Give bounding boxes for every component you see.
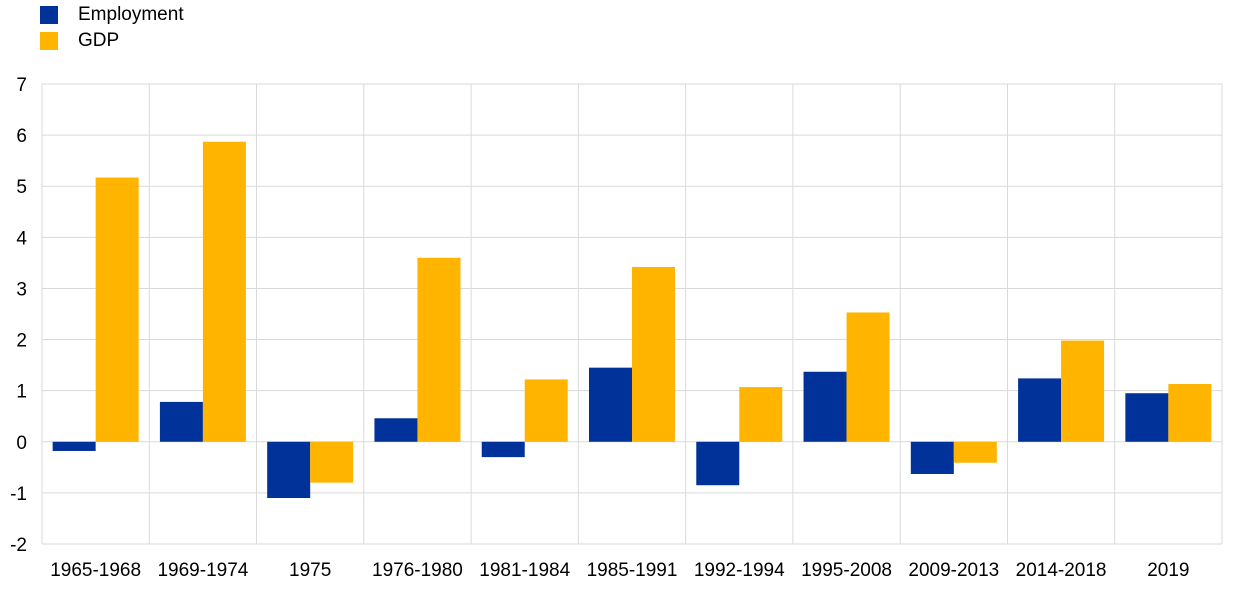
bar-gdp-2019	[1168, 384, 1212, 442]
legend-swatch-employment	[40, 6, 58, 24]
bar-employment-1992-1994	[696, 441, 740, 486]
bar-employment-1975	[267, 441, 311, 498]
bar-employment-1969-1974	[159, 401, 203, 442]
y-tick-label: 7	[16, 75, 27, 96]
legend-swatch-gdp	[40, 32, 58, 50]
x-tick-label: 1981-1984	[479, 560, 570, 581]
bar-employment-1985-1991	[589, 367, 632, 442]
bar-employment-1976-1980	[374, 418, 418, 442]
y-tick-label: 1	[16, 382, 27, 403]
x-tick-label: 1975	[289, 560, 331, 581]
x-tick-label: 1995-2008	[801, 560, 892, 581]
y-tick-label: 5	[16, 177, 27, 198]
bar-gdp-2009-2013	[953, 441, 997, 463]
y-tick-label: -1	[10, 484, 27, 505]
x-tick-label: 2019	[1147, 560, 1189, 581]
bar-gdp-1965-1968	[95, 177, 139, 442]
x-axis: 1965-1968 1969-1974 1975 1976-1980 1981-1984…	[50, 560, 1189, 581]
x-tick-label: 2014-2018	[1016, 560, 1107, 581]
bar-employment-2009-2013	[910, 441, 954, 474]
chart-legend: Employment GDP	[40, 2, 184, 54]
bar-employment-1981-1984	[481, 441, 525, 458]
x-tick-label: 1992-1994	[694, 560, 785, 581]
y-axis: -2 -1 0 1 2 3 4 5 6 7	[10, 75, 27, 556]
bar-gdp-1969-1974	[202, 141, 246, 442]
bar-gdp-1975	[310, 441, 354, 483]
bar-gdp-1976-1980	[417, 257, 461, 442]
bar-gdp-1992-1994	[739, 387, 783, 442]
y-tick-label: 2	[16, 331, 27, 352]
bar-gdp-1981-1984	[524, 379, 568, 442]
y-tick-label: 4	[16, 228, 27, 249]
legend-item-employment: Employment	[40, 2, 184, 28]
bar-employment-2019	[1125, 393, 1169, 442]
bar-gdp-2014-2018	[1061, 340, 1105, 442]
legend-item-gdp: GDP	[40, 28, 184, 54]
bar-employment-2014-2018	[1018, 378, 1062, 442]
y-tick-label: -2	[10, 535, 27, 556]
bar-gdp-1985-1991	[632, 266, 675, 442]
x-tick-label: 1969-1974	[157, 560, 248, 581]
bar-employment-1965-1968	[52, 441, 96, 451]
bars	[52, 141, 1212, 498]
legend-label-employment: Employment	[78, 4, 184, 25]
legend-label-gdp: GDP	[78, 30, 120, 51]
bar-gdp-1995-2008	[846, 312, 890, 442]
x-tick-label: 1985-1991	[587, 560, 678, 581]
bar-employment-1995-2008	[803, 371, 847, 442]
x-tick-label: 1965-1968	[50, 560, 141, 581]
y-tick-label: 6	[16, 126, 27, 147]
y-tick-label: 0	[16, 433, 27, 454]
x-tick-label: 2009-2013	[908, 560, 999, 581]
x-tick-label: 1976-1980	[372, 560, 463, 581]
y-tick-label: 3	[16, 279, 27, 300]
